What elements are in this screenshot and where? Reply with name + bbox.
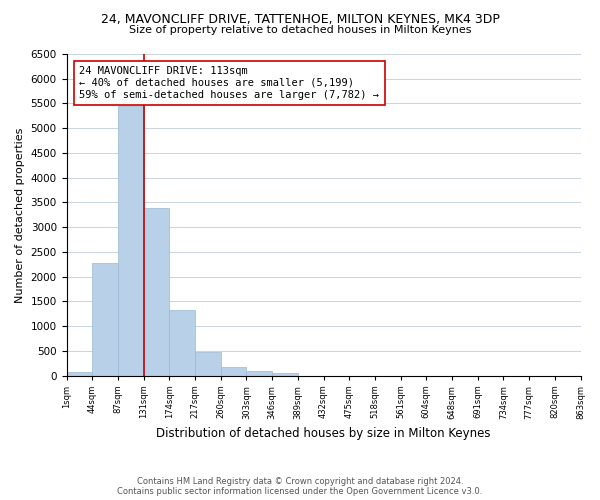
Bar xyxy=(169,310,195,376)
Bar xyxy=(195,352,221,376)
Text: Size of property relative to detached houses in Milton Keynes: Size of property relative to detached ho… xyxy=(129,25,471,35)
Bar xyxy=(221,366,247,376)
Bar xyxy=(143,208,169,376)
X-axis label: Distribution of detached houses by size in Milton Keynes: Distribution of detached houses by size … xyxy=(156,427,491,440)
Bar xyxy=(272,372,298,376)
Y-axis label: Number of detached properties: Number of detached properties xyxy=(15,127,25,302)
Bar xyxy=(92,263,118,376)
Text: 24, MAVONCLIFF DRIVE, TATTENHOE, MILTON KEYNES, MK4 3DP: 24, MAVONCLIFF DRIVE, TATTENHOE, MILTON … xyxy=(101,12,499,26)
Text: 24 MAVONCLIFF DRIVE: 113sqm
← 40% of detached houses are smaller (5,199)
59% of : 24 MAVONCLIFF DRIVE: 113sqm ← 40% of det… xyxy=(79,66,379,100)
Text: Contains HM Land Registry data © Crown copyright and database right 2024.
Contai: Contains HM Land Registry data © Crown c… xyxy=(118,476,482,496)
Bar xyxy=(67,372,92,376)
Bar xyxy=(247,371,272,376)
Bar xyxy=(118,106,143,376)
